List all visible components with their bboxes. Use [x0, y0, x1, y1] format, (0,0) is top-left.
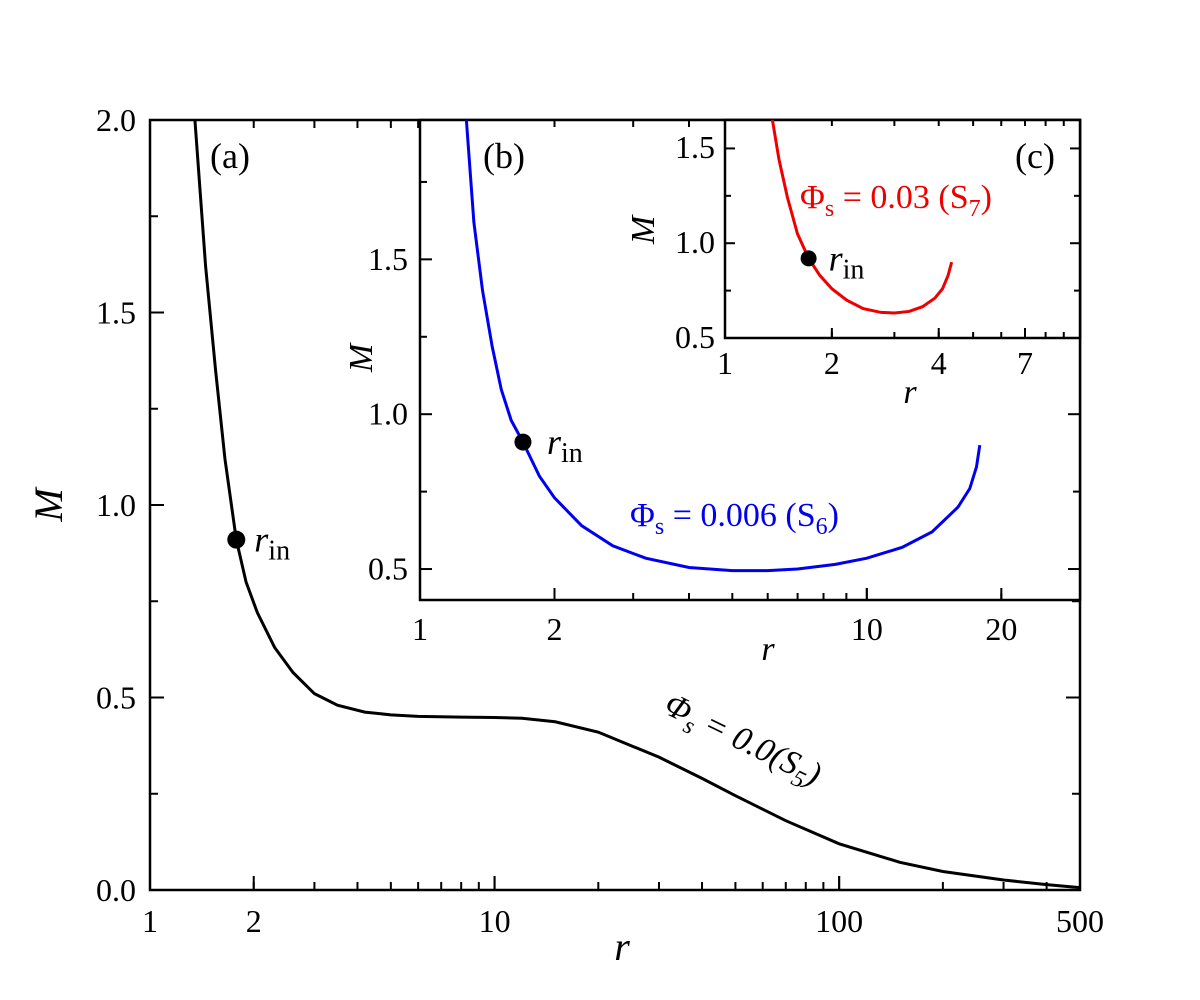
series-label-part: = 0.03 (S — [834, 179, 968, 216]
y-axis-label: M — [26, 486, 71, 523]
panel-tag: (a) — [210, 136, 250, 176]
y-axis-label: M — [343, 342, 380, 373]
r-in-label: rin — [829, 238, 865, 285]
y-tick-label: 0.5 — [368, 551, 408, 587]
x-tick-label: 7 — [1017, 345, 1033, 381]
x-ticks-c: 1 2 4 7 — [717, 120, 1081, 381]
y-tick-label: 1.0 — [368, 396, 408, 432]
series-label-part: Φ — [630, 497, 655, 534]
x-axis-label: r — [761, 631, 775, 668]
r-in-marker-a — [227, 530, 246, 549]
x-tick-label: 10 — [851, 611, 883, 647]
y-tick-label: 1.5 — [96, 295, 136, 331]
y-tick-label: 0.5 — [96, 680, 136, 716]
r-in-label: rin — [547, 422, 583, 469]
x-tick-label: 1 — [412, 611, 428, 647]
y-tick-label: 1.0 — [96, 487, 136, 523]
x-tick-label: 1 — [142, 903, 158, 939]
x-ticks-a: 1 2 10 100 500 — [142, 120, 1104, 939]
x-tick-label: 2 — [547, 611, 563, 647]
y-ticks-c: 0.5 1.0 1.5 — [675, 129, 1080, 355]
series-label-part: Φ — [800, 179, 825, 216]
y-tick-label: 1.5 — [368, 241, 408, 277]
x-tick-label: 4 — [931, 345, 947, 381]
r-in-label-main: r — [547, 422, 562, 462]
x-tick-label: 1 — [717, 345, 733, 381]
x-tick-label: 20 — [985, 611, 1017, 647]
y-tick-label: 1.0 — [675, 224, 715, 260]
y-tick-label: 0.0 — [96, 872, 136, 908]
y-ticks-a: 0.0 0.5 1.0 1.5 2.0 — [96, 102, 1080, 908]
x-tick-label: 500 — [1056, 903, 1104, 939]
r-in-label-main: r — [829, 238, 844, 278]
plot-frame-c — [723, 118, 1082, 340]
series-label-part: 7 — [969, 196, 981, 222]
r-in-label-sub: in — [268, 536, 290, 567]
series-label-part: s — [825, 196, 834, 222]
r-in-label-sub: in — [561, 438, 583, 469]
y-axis-label: M — [625, 214, 662, 245]
series-line-a — [193, 120, 1080, 890]
series-label-b: Φs = 0.006 (S6) — [630, 497, 839, 540]
series-label-part: ) — [828, 497, 839, 534]
r-in-label: rin — [254, 520, 290, 567]
panel-tag: (c) — [1015, 136, 1055, 176]
r-in-label-main: r — [254, 520, 269, 560]
series-line-c — [770, 120, 954, 315]
r-in-marker-c — [800, 250, 817, 267]
panel-tag: (b) — [483, 136, 525, 176]
y-tick-label: 2.0 — [96, 102, 136, 138]
series-label-part: ) — [981, 179, 992, 216]
y-tick-label: 1.5 — [675, 129, 715, 165]
x-tick-label: 10 — [479, 903, 511, 939]
series-label-part: = 0.006 (S — [664, 497, 815, 534]
x-axis-label: r — [614, 924, 630, 969]
x-tick-label: 2 — [246, 903, 262, 939]
x-tick-label: 100 — [815, 903, 863, 939]
y-tick-label: 0.5 — [675, 319, 715, 355]
series-line-b — [464, 120, 982, 573]
r-in-label-sub: in — [843, 254, 865, 285]
panel-c: 1 2 4 70.51.01.5rM(c)Φs = 0.03 (S7)rin — [625, 118, 1082, 411]
r-in-marker-b — [514, 433, 532, 451]
series-label-part: s — [655, 514, 664, 540]
x-tick-label: 2 — [824, 345, 840, 381]
series-label-part: 6 — [816, 514, 828, 540]
series-label-c: Φs = 0.03 (S7) — [800, 179, 992, 222]
x-axis-label: r — [903, 374, 917, 411]
